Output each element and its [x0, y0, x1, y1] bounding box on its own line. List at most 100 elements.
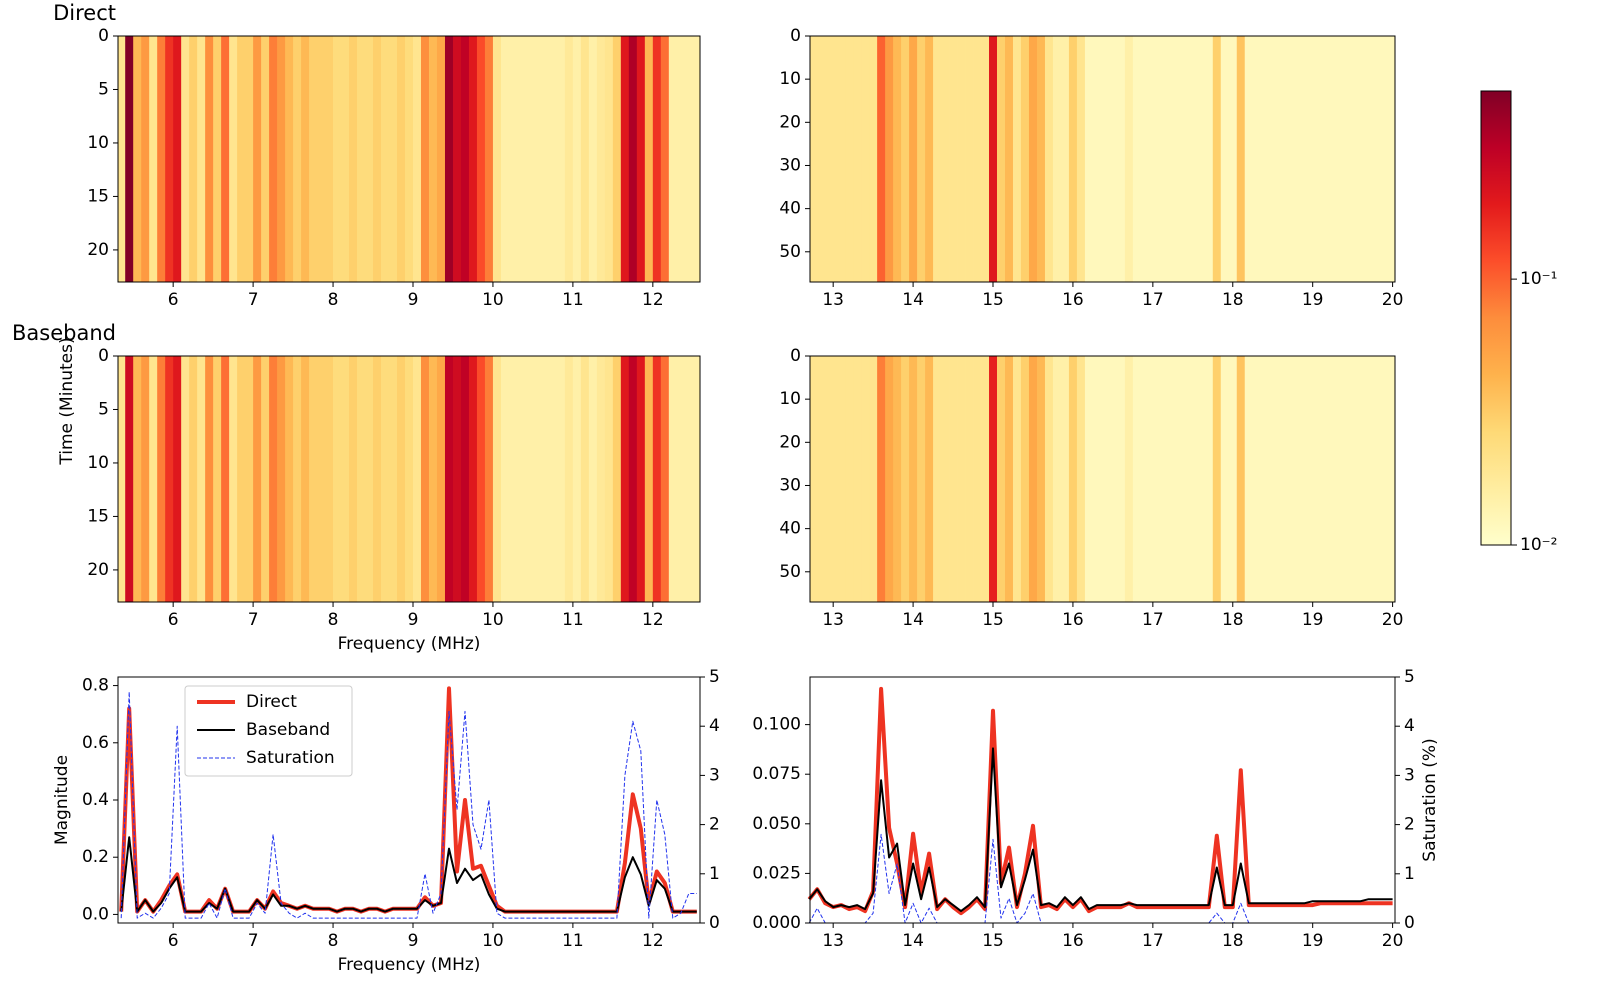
heatmap-cell — [845, 36, 854, 282]
heatmap-cell — [436, 356, 446, 602]
heatmap-cell — [508, 36, 518, 282]
heatmap-cell — [564, 36, 574, 282]
heatmap-cell — [810, 36, 814, 282]
x-tick-label: 6 — [168, 290, 179, 310]
heatmap-cell — [1028, 36, 1038, 282]
heatmap-cell — [885, 36, 894, 282]
heatmap-cell — [165, 356, 174, 602]
heatmap-cell — [1308, 36, 1318, 282]
heatmap-cell — [1084, 36, 1094, 282]
heatmap-cell — [1380, 356, 1390, 602]
heatmap-cell — [997, 356, 1006, 602]
x-tick-label: 14 — [902, 931, 924, 951]
heatmap-cell — [261, 36, 270, 282]
y-tick-label: 5 — [98, 79, 109, 99]
x-tick-label: 17 — [1142, 931, 1164, 951]
axes-frame — [117, 355, 701, 603]
heatmap-cell — [1372, 356, 1382, 602]
x-tick-label: 16 — [1062, 931, 1084, 951]
series-line — [807, 686, 1393, 916]
heatmap-cell — [460, 356, 470, 602]
heatmap-cell — [1156, 36, 1166, 282]
heatmap-cell — [869, 356, 878, 602]
heatmap-cell — [1364, 356, 1374, 602]
heatmap-cell — [253, 36, 262, 282]
x-tick-label: 17 — [1142, 610, 1164, 630]
heatmap-cell — [660, 356, 670, 602]
legend-label: Direct — [246, 692, 297, 712]
heatmap-cell — [301, 36, 310, 282]
heatmap-cell — [269, 36, 278, 282]
heatmap-cell — [1220, 36, 1230, 282]
heatmap-cell — [484, 356, 494, 602]
x-tick-label: 7 — [248, 290, 259, 310]
heatmap-cell — [436, 36, 446, 282]
x-tick-label: 15 — [982, 290, 1004, 310]
y-tick-label: 50 — [779, 242, 801, 262]
heatmap-cell — [237, 36, 246, 282]
x-tick-label: 15 — [982, 610, 1004, 630]
heatmap-cell — [1244, 356, 1254, 602]
heatmap-cell — [492, 356, 502, 602]
heatmap-cell — [1188, 356, 1198, 602]
heatmap-cell — [452, 36, 462, 282]
heatmap-cell — [628, 356, 638, 602]
heatmap-cell — [1068, 356, 1078, 602]
x-tick-label: 20 — [1382, 290, 1404, 310]
heatmap-cell — [1252, 36, 1262, 282]
legend-label: Saturation — [246, 748, 335, 768]
heatmap-cell — [885, 356, 894, 602]
heatmap-cell — [572, 36, 582, 282]
heatmap-cell — [428, 356, 438, 602]
heatmap-cell — [341, 36, 350, 282]
heatmap-cell — [1100, 36, 1110, 282]
heatmap-cell — [1300, 356, 1310, 602]
heatmap-cell — [125, 36, 134, 282]
heatmap-cell — [933, 36, 942, 282]
y-tick-label: 0.000 — [752, 913, 801, 933]
heatmap-cell — [821, 356, 830, 602]
heatmap-cell — [684, 356, 694, 602]
heatmap-cell — [925, 36, 934, 282]
heatmap-cell — [157, 36, 166, 282]
heatmap-cell — [1140, 356, 1150, 602]
heatmap-cell — [189, 356, 198, 602]
axes-frame — [117, 35, 701, 283]
x-tick-label: 17 — [1142, 290, 1164, 310]
heatmap-cell — [189, 36, 198, 282]
y2-tick-label: 2 — [709, 815, 720, 835]
y-tick-label: 0 — [790, 346, 801, 366]
heatmap-cell — [877, 356, 886, 602]
heatmap-cell — [333, 36, 342, 282]
heatmap-cell — [460, 36, 470, 282]
heatmap-cell — [1172, 36, 1182, 282]
heatmap-cell — [381, 356, 390, 602]
heatmap-cell — [1012, 356, 1022, 602]
heatmap-cell — [901, 36, 910, 282]
heatmap-cell — [869, 36, 878, 282]
heatmap-cell — [901, 356, 910, 602]
x-tick-label: 8 — [328, 931, 339, 951]
heatmap-cell — [989, 36, 998, 282]
x-axis-label: Frequency (MHz) — [338, 955, 481, 975]
heatmap-cell — [301, 356, 310, 602]
heatmap-cell — [564, 356, 574, 602]
heatmap-cell — [636, 356, 646, 602]
heatmap-cell — [1036, 36, 1046, 282]
heatmap-cell — [548, 356, 558, 602]
x-tick-label: 9 — [408, 931, 419, 951]
heatmap-cell — [325, 36, 334, 282]
heatmap-cell — [829, 356, 838, 602]
y-axis-label: Time (Minutes) — [57, 337, 77, 465]
heatmap-cell — [1204, 36, 1214, 282]
heatmap-cell — [165, 36, 174, 282]
heatmap-cell — [1292, 36, 1302, 282]
y-tick-label: 10 — [779, 389, 801, 409]
y-tick-label: 5 — [98, 399, 109, 419]
heatmap-cell — [309, 36, 318, 282]
x-tick-label: 12 — [642, 931, 664, 951]
y-tick-label: 0.100 — [752, 715, 801, 735]
heatmap-cell — [365, 36, 374, 282]
heatmap-cell — [813, 36, 822, 282]
heatmap-cell — [917, 36, 926, 282]
